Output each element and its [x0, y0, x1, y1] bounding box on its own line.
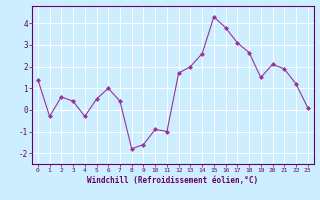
X-axis label: Windchill (Refroidissement éolien,°C): Windchill (Refroidissement éolien,°C) — [87, 176, 258, 185]
